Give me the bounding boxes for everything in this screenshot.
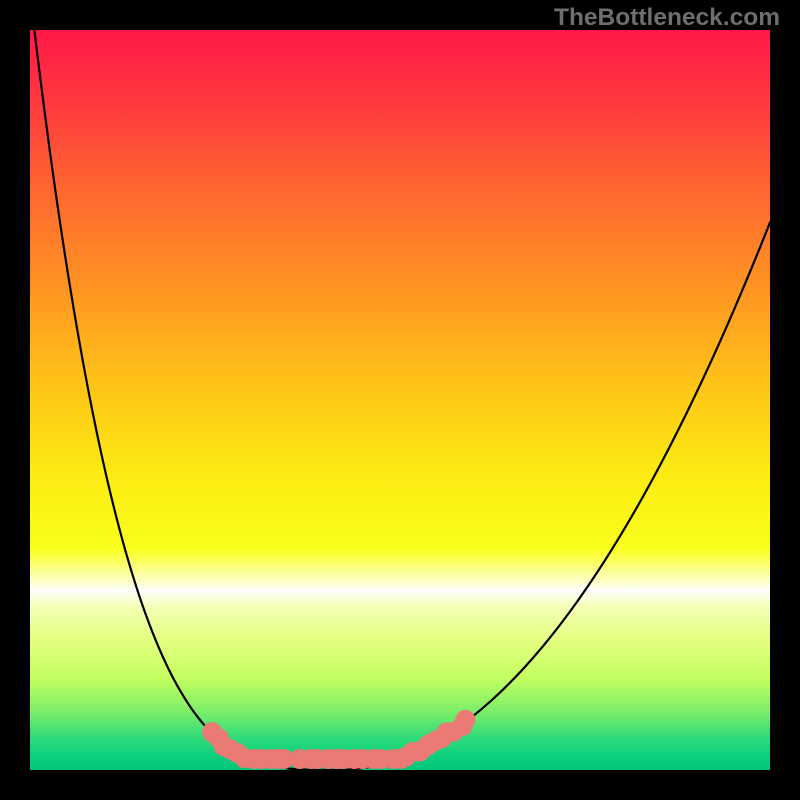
- watermark-text: TheBottleneck.com: [554, 4, 780, 32]
- bottleneck-curve: [30, 30, 770, 770]
- plot-area: [30, 30, 770, 770]
- marker-cluster-group: [202, 710, 475, 769]
- data-marker: [455, 710, 475, 730]
- figure-root: TheBottleneck.com: [0, 0, 800, 800]
- chart-svg: [30, 30, 770, 770]
